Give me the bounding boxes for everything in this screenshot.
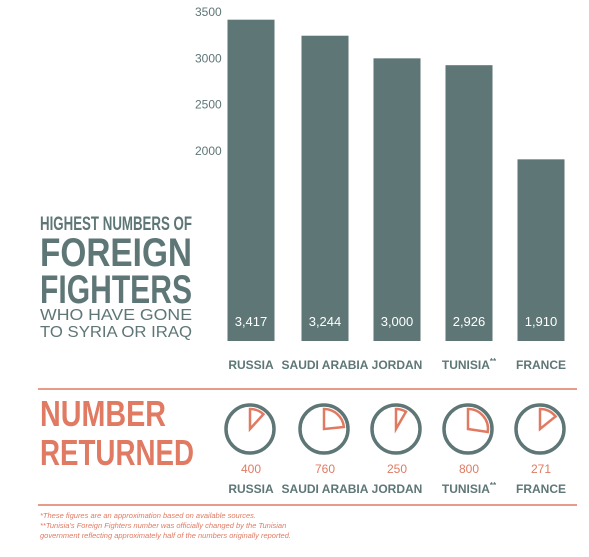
returned-value-label: 400 xyxy=(241,462,261,476)
bar-value-label: 2,926 xyxy=(453,314,486,329)
pie-slice xyxy=(322,407,346,431)
returned-pie: 400 RUSSIA xyxy=(224,403,276,496)
returned-category-label: FRANCE xyxy=(516,482,566,496)
pie-slice xyxy=(466,407,490,434)
title-line-4: WHO HAVE GONE xyxy=(40,307,192,324)
title-line-3: FIGHTERS xyxy=(40,268,192,312)
bar-value-label: 1,910 xyxy=(525,314,558,329)
bar xyxy=(517,159,565,341)
y-tick-label: 3000 xyxy=(195,51,222,65)
returned-title: NUMBER RETURNED xyxy=(40,393,194,473)
pie-slice xyxy=(538,407,558,432)
bar-category-label: JORDAN xyxy=(372,358,423,372)
returned-pies: 400 RUSSIA 760 SAUDI ARABIA 250 JORDAN 800 TUNI… xyxy=(224,403,566,496)
bar xyxy=(227,19,275,341)
title-line-2: FOREIGN xyxy=(40,231,192,275)
footnote-1: *These figures are an approximation base… xyxy=(40,511,256,520)
returned-category-label: JORDAN xyxy=(372,482,423,496)
returned-title-line-2: RETURNED xyxy=(40,432,194,473)
returned-pie: 271 FRANCE xyxy=(514,403,566,496)
bar-series: 3,417 3,244 3,000 2,926 1,910 xyxy=(227,19,565,342)
bar-category-label: TUNISIA** xyxy=(442,357,497,372)
title-line-1: HIGHEST NUMBERS OF xyxy=(40,214,192,235)
returned-value-label: 250 xyxy=(387,462,407,476)
bar-category-label: FRANCE xyxy=(516,358,566,372)
y-tick-label: 3500 xyxy=(195,5,222,19)
returned-pie: 800 TUNISIA** xyxy=(442,403,497,496)
footnote-3: government reflecting approximately half… xyxy=(40,531,291,540)
returned-pie: 760 SAUDI ARABIA xyxy=(282,403,369,496)
footnotes: *These figures are an approximation base… xyxy=(40,511,291,540)
returned-title-line-1: NUMBER xyxy=(40,393,166,434)
returned-category-label: TUNISIA** xyxy=(442,481,497,496)
bar-category-labels: RUSSIA SAUDI ARABIA JORDAN TUNISIA** FRANCE xyxy=(228,357,566,372)
bar xyxy=(373,58,421,341)
footnote-2: **Tunisia's Foreign Fighters number was … xyxy=(40,521,286,530)
returned-value-label: 271 xyxy=(531,462,551,476)
y-tick-label: 2500 xyxy=(195,98,222,112)
returned-value-label: 800 xyxy=(459,462,479,476)
bar-category-label: RUSSIA xyxy=(228,358,274,372)
bar xyxy=(445,65,493,341)
pie-slice xyxy=(394,407,408,434)
returned-category-label: RUSSIA xyxy=(228,482,274,496)
footnote-mark: ** xyxy=(490,481,497,490)
bar-value-label: 3,417 xyxy=(235,314,268,329)
bar-value-label: 3,000 xyxy=(381,314,414,329)
footnote-mark: ** xyxy=(490,357,497,366)
returned-pie: 250 JORDAN xyxy=(370,403,423,496)
y-tick-label: 2000 xyxy=(195,144,222,158)
bar-category-label: SAUDI ARABIA xyxy=(282,358,369,372)
chart-title: HIGHEST NUMBERS OF FOREIGN FIGHTERS WHO … xyxy=(40,214,192,341)
bar xyxy=(301,35,349,342)
returned-value-label: 760 xyxy=(315,462,335,476)
returned-category-label: SAUDI ARABIA xyxy=(282,482,369,496)
title-line-5: TO SYRIA OR IRAQ xyxy=(40,324,192,341)
pie-slice xyxy=(248,407,266,433)
y-axis-ticks: 2000 2500 3000 3500 xyxy=(195,5,222,158)
bar-value-label: 3,244 xyxy=(309,314,342,329)
